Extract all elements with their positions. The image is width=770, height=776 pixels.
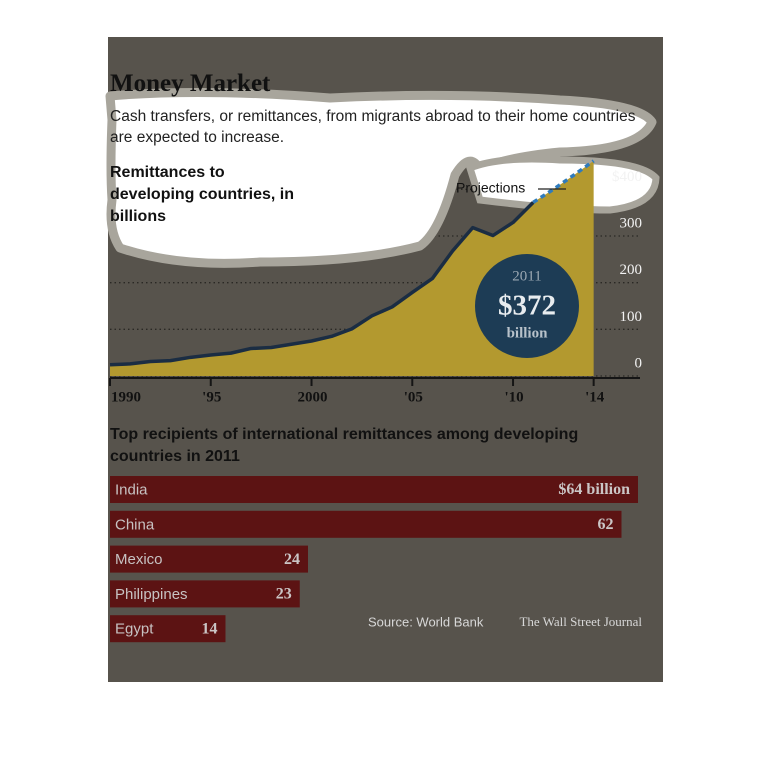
bar: [110, 545, 308, 573]
x-tick-label: 1990: [111, 389, 141, 405]
subtitle: Cash transfers, or remittances, from mig…: [110, 108, 636, 146]
x-tick-label: 2000: [298, 389, 328, 405]
category-label: Egypt: [115, 621, 154, 638]
value-label: 14: [202, 620, 218, 637]
y-tick-label: $400: [612, 169, 642, 185]
credit: The Wall Street Journal: [519, 614, 642, 629]
category-label: Mexico: [115, 551, 163, 568]
y-tick-label: 200: [620, 262, 643, 278]
x-tick-label: '05: [404, 389, 423, 405]
value-label: 23: [276, 586, 292, 603]
bar: [110, 580, 300, 608]
category-label: India: [115, 481, 148, 498]
title: Money Market: [110, 70, 271, 97]
y-tick-label: 300: [620, 215, 643, 231]
line: [109, 201, 535, 367]
x-tick-label: '10: [504, 389, 523, 405]
callout-unit: billion: [507, 325, 549, 341]
y-axis-title: Remittances to developing countries, in …: [110, 164, 295, 225]
bar: [110, 510, 622, 538]
x-tick-label: '95: [202, 389, 221, 405]
value-label: 62: [598, 516, 614, 533]
callout-value: $372: [498, 290, 556, 322]
callout-circle: [475, 254, 579, 358]
value-label: $64 billion: [558, 481, 630, 498]
y-tick-label: 0: [635, 355, 643, 371]
category-label: China: [115, 516, 155, 533]
source: Source: World Bank: [368, 614, 484, 629]
line: [532, 159, 595, 204]
category-label: Philippines: [115, 586, 188, 603]
bar: [110, 476, 638, 503]
x-tick-label: '14: [585, 389, 605, 405]
bar: [110, 615, 226, 643]
bar-chart-title: Top recipients of international remittan…: [110, 426, 579, 465]
area: [110, 160, 594, 376]
y-tick-label: 100: [620, 309, 643, 325]
projection-label: Projections: [456, 180, 525, 196]
value-label: 24: [284, 551, 300, 568]
callout-year: 2011: [512, 268, 541, 284]
